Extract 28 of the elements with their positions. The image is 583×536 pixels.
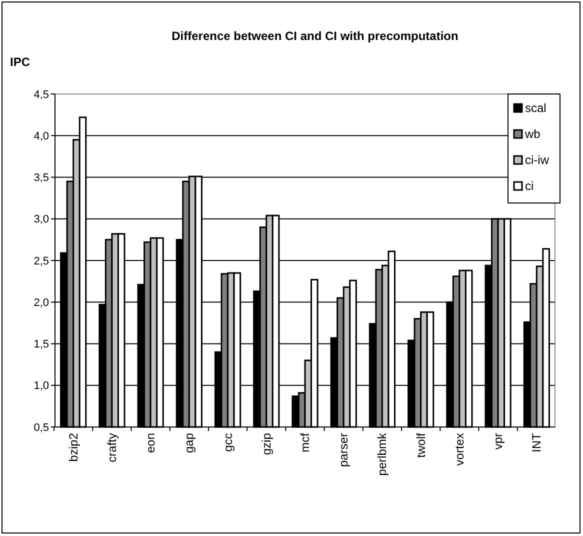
chart-title: Difference between CI and CI with precomputation (172, 29, 458, 43)
x-tick-label: perlbmk (375, 432, 390, 476)
legend-label: ci-iw (525, 153, 550, 168)
x-tick-label: parser (336, 433, 351, 468)
x-tick-label: gzip (259, 432, 274, 456)
y-tick-label: 1,0 (34, 380, 49, 392)
x-tick-label: twolf (414, 432, 428, 458)
x-tick-label: vortex (452, 433, 466, 466)
y-tick-label: 3,0 (34, 214, 49, 226)
y-tick-label: 0,5 (34, 422, 49, 434)
legend-label: wb (524, 127, 541, 142)
y-tick-label: 2,5 (34, 255, 49, 268)
y-tick-label: 1,5 (34, 338, 49, 351)
x-tick-label: vpr (491, 433, 506, 450)
x-tick-label: eon (144, 433, 158, 454)
x-tick-label: gap (182, 432, 196, 454)
x-tick-label: mcf (298, 432, 312, 452)
x-tick-label: gcc (220, 433, 235, 452)
y-tick-label: 3,5 (34, 172, 49, 184)
y-axis-title: IPC (10, 55, 30, 69)
y-tick-label: 2,0 (34, 296, 49, 309)
x-tick-label: bzip2 (66, 432, 80, 462)
legend-label: scal (525, 101, 546, 116)
x-tick-label: crafty (104, 433, 119, 462)
legend-label: ci (525, 179, 534, 194)
y-tick-label: 4,5 (34, 88, 49, 101)
x-tick-label: INT (530, 432, 544, 452)
y-tick-label: 4,0 (34, 130, 49, 142)
